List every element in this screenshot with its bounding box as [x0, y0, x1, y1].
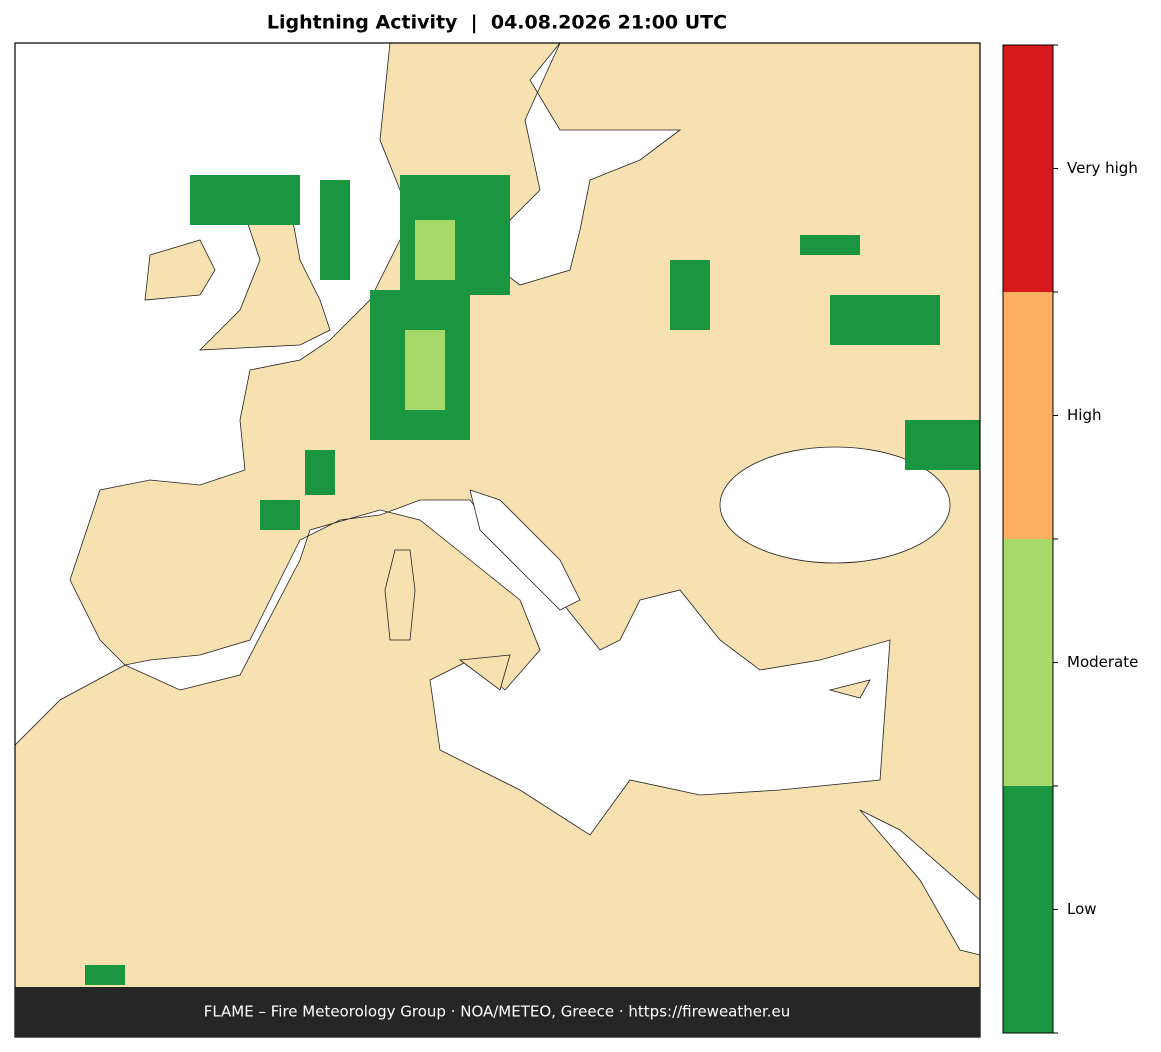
- lightning-cell: [260, 500, 300, 530]
- lightning-cell: [800, 235, 860, 255]
- colorbar-label: Very high: [1067, 159, 1138, 177]
- colorbar-frame: [1002, 44, 1054, 1034]
- colorbar: Low Moderate High Very high: [1002, 44, 1138, 1034]
- sicily: [458, 654, 511, 691]
- cyprus: [828, 679, 871, 699]
- map-title: Lightning Activity | 04.08.2026 21:00 UT…: [267, 12, 727, 34]
- colorbar-segment: [1003, 539, 1053, 786]
- map: [14, 42, 981, 1038]
- lightning-cell: [830, 295, 940, 345]
- black-sea: [719, 446, 951, 564]
- colorbar-label: Moderate: [1067, 653, 1138, 671]
- corsica-sardinia: [384, 549, 416, 641]
- great-britain: [198, 204, 331, 351]
- lightning-cell: [905, 420, 980, 470]
- lightning-cell: [405, 330, 445, 410]
- lightning-cell: [415, 220, 455, 280]
- footer-text: FLAME – Fire Meteorology Group · NOA/MET…: [204, 1003, 791, 1021]
- lightning-cell: [85, 965, 125, 985]
- mediterranean: [123, 499, 891, 836]
- adriatic: [469, 489, 581, 611]
- lightning-cell: [190, 175, 300, 225]
- footer-bar: [15, 987, 980, 1037]
- ireland: [144, 239, 216, 301]
- colorbar-label: Low: [1067, 900, 1097, 918]
- colorbar-segment: [1003, 786, 1053, 1033]
- lightning-cell: [320, 180, 350, 280]
- colorbar-segment: [1003, 292, 1053, 539]
- lightning-cell: [670, 260, 710, 330]
- lightning-cell: [305, 450, 335, 495]
- lightning-cells: [85, 175, 980, 985]
- colorbar-segment: [1003, 45, 1053, 292]
- colorbar-label: High: [1067, 406, 1101, 424]
- baltic-sea: [499, 42, 682, 286]
